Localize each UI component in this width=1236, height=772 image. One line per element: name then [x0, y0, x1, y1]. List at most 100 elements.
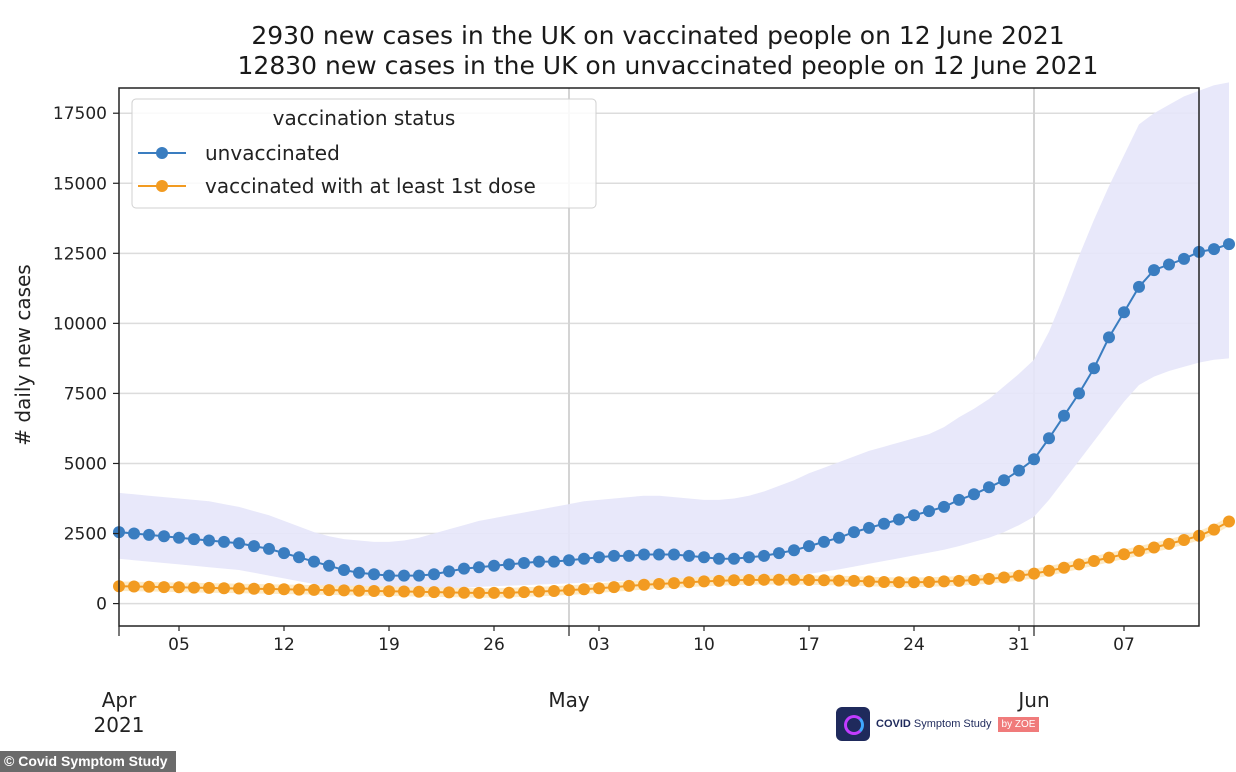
data-point-vaccinated [698, 575, 710, 588]
data-point-unvaccinated [338, 564, 350, 576]
data-point-vaccinated [608, 581, 620, 594]
data-point-unvaccinated [488, 559, 500, 572]
data-point-vaccinated [278, 583, 290, 596]
x-tick-label: 19 [378, 635, 400, 655]
data-point-unvaccinated [218, 535, 230, 548]
data-point-unvaccinated [1148, 264, 1160, 277]
y-tick-label: 7500 [64, 384, 107, 404]
data-point-unvaccinated [203, 534, 215, 547]
legend-label-vaccinated: vaccinated with at least 1st dose [205, 174, 536, 198]
data-point-unvaccinated [803, 540, 815, 553]
data-point-vaccinated [473, 586, 485, 599]
data-point-vaccinated [428, 586, 440, 599]
x-tick-label: 03 [588, 635, 610, 655]
image-credit: © Covid Symptom Study [0, 751, 176, 772]
legend-box [131, 98, 597, 209]
data-point-vaccinated [578, 583, 590, 596]
data-point-unvaccinated [788, 544, 800, 557]
data-point-vaccinated [878, 576, 890, 588]
confidence-bands [119, 82, 1229, 598]
data-point-unvaccinated [668, 548, 680, 561]
legend-label-unvaccinated: unvaccinated [205, 141, 340, 165]
data-point-vaccinated [953, 574, 965, 587]
data-point-vaccinated [503, 586, 515, 599]
data-point-unvaccinated [743, 551, 755, 564]
data-point-vaccinated [773, 573, 785, 586]
plot-frame [118, 87, 1200, 627]
data-point-unvaccinated [473, 561, 485, 574]
chart-title-line-2: 12830 new cases in the UK on unvaccinate… [238, 51, 1099, 80]
data-point-vaccinated [293, 583, 305, 596]
data-point-unvaccinated [908, 509, 920, 522]
data-point-vaccinated [758, 573, 770, 586]
data-point-vaccinated [413, 585, 425, 598]
data-point-vaccinated [803, 574, 815, 586]
data-point-vaccinated [248, 582, 260, 595]
data-point-vaccinated [158, 581, 170, 594]
month-label: Jun [1016, 688, 1049, 712]
data-point-unvaccinated [848, 526, 860, 539]
y-tick-label: 2500 [64, 525, 107, 545]
data-point-vaccinated [1163, 537, 1175, 550]
data-point-vaccinated [623, 579, 635, 592]
month-label: May [548, 688, 590, 712]
data-point-unvaccinated [533, 555, 545, 568]
legend: vaccination status unvaccinated vaccinat… [131, 98, 597, 209]
data-point-unvaccinated [263, 542, 275, 555]
data-point-unvaccinated [293, 551, 305, 564]
logo-icon [836, 707, 870, 741]
data-point-unvaccinated [548, 555, 560, 568]
data-point-vaccinated [923, 576, 935, 588]
data-point-vaccinated [353, 584, 365, 597]
data-point-vaccinated [458, 586, 470, 599]
legend-marker-vaccinated [156, 180, 168, 192]
data-point-vaccinated [1223, 515, 1235, 528]
data-point-unvaccinated [923, 505, 935, 518]
data-point-vaccinated [638, 578, 650, 591]
data-point-unvaccinated [638, 548, 650, 561]
data-point-unvaccinated [413, 569, 425, 582]
data-point-unvaccinated [1073, 387, 1085, 400]
data-point-unvaccinated [833, 531, 845, 544]
confidence-band-vaccinated [119, 516, 1229, 598]
y-axis-ticks: 0 2500 5000 7500 10000 12500 15000 17500 [53, 104, 119, 615]
y-tick-label: 12500 [53, 244, 107, 264]
data-point-vaccinated [128, 580, 140, 593]
data-point-vaccinated [1073, 558, 1085, 571]
data-point-vaccinated [203, 581, 215, 594]
data-point-vaccinated [488, 586, 500, 599]
data-point-unvaccinated [593, 551, 605, 564]
data-point-vaccinated [683, 576, 695, 589]
data-point-unvaccinated [158, 530, 170, 543]
y-tick-label: 10000 [53, 314, 107, 334]
data-point-vaccinated [833, 574, 845, 587]
data-point-vaccinated [188, 581, 200, 594]
data-point-vaccinated [1028, 567, 1040, 580]
data-point-vaccinated [668, 577, 680, 590]
y-tick-label: 5000 [64, 454, 107, 474]
data-point-unvaccinated [368, 568, 380, 581]
data-point-unvaccinated [563, 554, 575, 567]
confidence-band-unvaccinated [119, 82, 1229, 592]
legend-marker-unvaccinated [156, 147, 168, 159]
data-point-unvaccinated [1013, 464, 1025, 477]
month-label: Apr [102, 688, 137, 712]
y-tick-label: 15000 [53, 174, 107, 194]
data-point-unvaccinated [398, 569, 410, 582]
data-point-vaccinated [1058, 561, 1070, 574]
data-point-vaccinated [383, 585, 395, 598]
x-axis-ticks: 05 12 19 26 03 10 17 24 31 07 [168, 626, 1135, 655]
data-point-unvaccinated [758, 549, 770, 562]
data-point-vaccinated [533, 585, 545, 598]
data-point-unvaccinated [953, 493, 965, 506]
data-point-unvaccinated [353, 566, 365, 579]
data-point-unvaccinated [578, 552, 590, 565]
data-point-unvaccinated [698, 551, 710, 564]
series-points [113, 238, 1235, 599]
chart-title: 2930 new cases in the UK on vaccinated p… [238, 21, 1099, 80]
data-point-unvaccinated [128, 527, 140, 540]
chart-svg: 2930 new cases in the UK on vaccinated p… [11, 21, 1235, 737]
data-point-unvaccinated [1133, 280, 1145, 293]
y-tick-label: 0 [96, 595, 107, 615]
data-point-vaccinated [443, 586, 455, 599]
